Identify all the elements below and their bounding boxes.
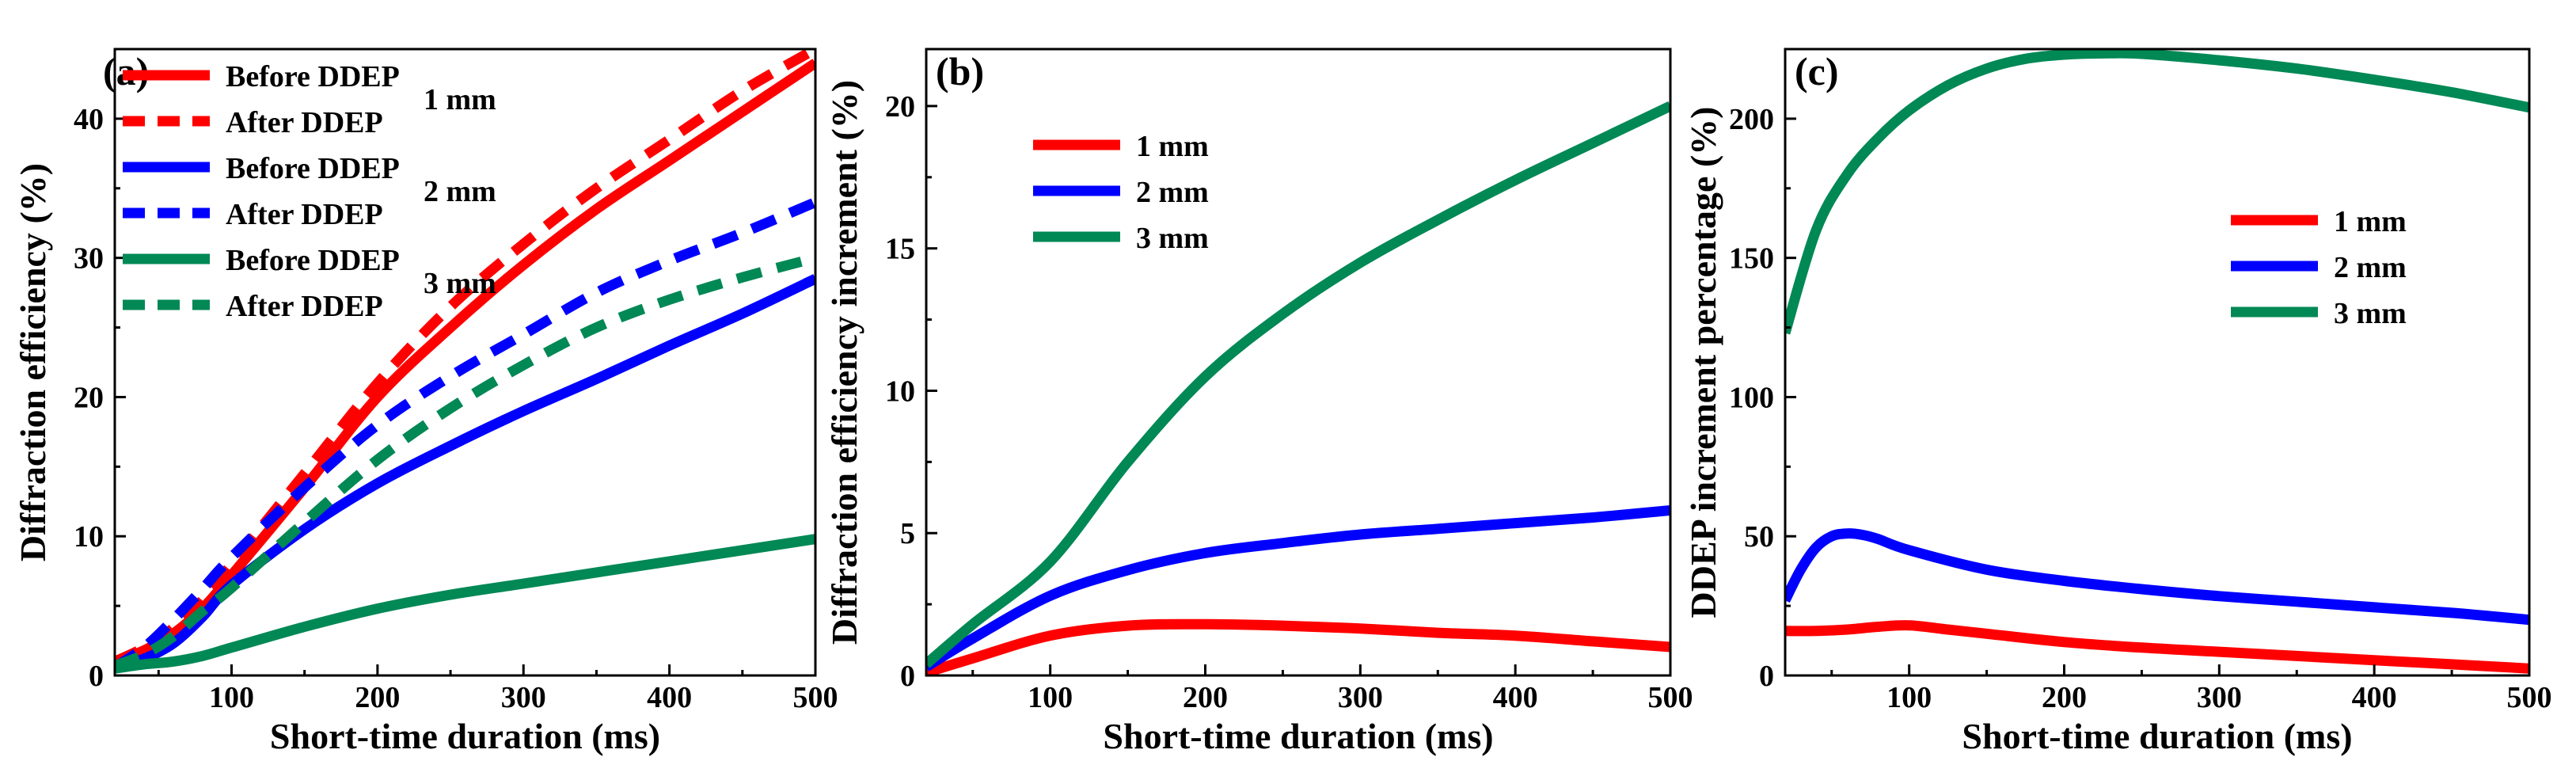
axes-frame xyxy=(925,48,1672,677)
panel-b: 100 200 300 400 500 0 5 10 15 20 Short-time durati… xyxy=(824,48,1693,756)
y-tick-label: 40 xyxy=(74,103,104,136)
x-tick-label: 400 xyxy=(647,681,692,714)
series-line-4 xyxy=(115,534,815,674)
y-tick-label: 0 xyxy=(1759,660,1774,693)
x-tick-label: 500 xyxy=(793,681,838,714)
legend-label: 1 mm xyxy=(2334,205,2407,238)
x-axis-label: Short-time duration (ms) xyxy=(270,716,660,756)
series-line-2 xyxy=(1785,49,2529,335)
y-tick-label: 100 xyxy=(1729,381,1774,414)
series-line-2 xyxy=(926,101,1670,668)
legend-label: After DDEP xyxy=(226,106,383,139)
x-tick-label: 300 xyxy=(501,681,546,714)
legend-group-label: 2 mm xyxy=(424,175,496,208)
series-line-1 xyxy=(926,505,1670,672)
legend: Before DDEP After DDEP Before DDEP After DD… xyxy=(123,60,496,323)
legend-label: 1 mm xyxy=(1136,130,1209,163)
y-tick-label: 50 xyxy=(1744,520,1774,554)
series-line-0 xyxy=(1785,620,2529,674)
legend-label: 2 mm xyxy=(2334,251,2407,284)
x-tick-label: 500 xyxy=(2507,681,2552,714)
legend-label: After DDEP xyxy=(226,290,383,323)
series-group xyxy=(1785,49,2529,674)
x-tick-label: 400 xyxy=(2352,681,2397,714)
legend-label: 3 mm xyxy=(2334,297,2407,330)
y-tick-label: 0 xyxy=(900,660,915,693)
series-line-1 xyxy=(1785,528,2529,626)
series-group xyxy=(115,49,815,674)
legend-label: 3 mm xyxy=(1136,222,1209,255)
series-line-1 xyxy=(115,49,815,667)
panel-label: (c) xyxy=(1795,49,1839,93)
x-tick-label: 100 xyxy=(209,681,254,714)
y-tick-label: 20 xyxy=(74,381,104,414)
series-line-3 xyxy=(115,197,815,672)
y-axis-label: Diffraction efficiency increment (%) xyxy=(824,80,864,645)
legend-group-label: 3 mm xyxy=(424,267,496,300)
y-tick-label: 30 xyxy=(74,242,104,276)
y-tick-label: 20 xyxy=(885,90,915,124)
legend: 1 mm 2 mm 3 mm xyxy=(1033,130,1209,255)
x-axis-label: Short-time duration (ms) xyxy=(1962,716,2352,756)
axes-frame xyxy=(1784,48,2531,677)
legend: 1 mm 2 mm 3 mm xyxy=(2231,205,2407,330)
y-tick-label: 150 xyxy=(1729,242,1774,276)
y-tick-label: 0 xyxy=(89,660,104,693)
x-tick-label: 500 xyxy=(1648,681,1693,714)
panel-label: (b) xyxy=(936,49,984,93)
x-tick-label: 200 xyxy=(1183,681,1228,714)
y-tick-label: 10 xyxy=(885,375,915,408)
y-tick-label: 5 xyxy=(900,517,915,550)
x-tick-label: 100 xyxy=(1028,681,1073,714)
axes-frame xyxy=(113,48,817,677)
legend-label: Before DDEP xyxy=(226,152,400,185)
series-line-5 xyxy=(115,253,815,671)
legend-label: Before DDEP xyxy=(226,60,400,93)
y-tick-label: 200 xyxy=(1729,103,1774,136)
x-axis-label: Short-time duration (ms) xyxy=(1103,716,1493,756)
series-line-0 xyxy=(926,618,1670,675)
x-tick-label: 300 xyxy=(1338,681,1383,714)
legend-label: Before DDEP xyxy=(226,244,400,277)
panel-a: 100 200 300 400 500 0 10 20 30 40 Short-time durat… xyxy=(13,48,838,756)
y-axis-label: Diffraction efficiency (%) xyxy=(13,163,53,561)
x-tick-label: 100 xyxy=(1886,681,1932,714)
legend-group-label: 1 mm xyxy=(424,83,496,116)
y-tick-label: 10 xyxy=(74,520,104,554)
x-tick-label: 200 xyxy=(2042,681,2087,714)
y-axis-label: DDEP increment percentage (%) xyxy=(1683,107,1723,618)
x-tick-label: 400 xyxy=(1493,681,1538,714)
y-tick-label: 15 xyxy=(885,233,915,266)
x-tick-label: 300 xyxy=(2197,681,2242,714)
series-line-2 xyxy=(115,274,815,672)
legend-label: 2 mm xyxy=(1136,176,1209,209)
x-tick-label: 200 xyxy=(355,681,400,714)
legend-label: After DDEP xyxy=(226,198,383,231)
series-group xyxy=(926,101,1670,675)
